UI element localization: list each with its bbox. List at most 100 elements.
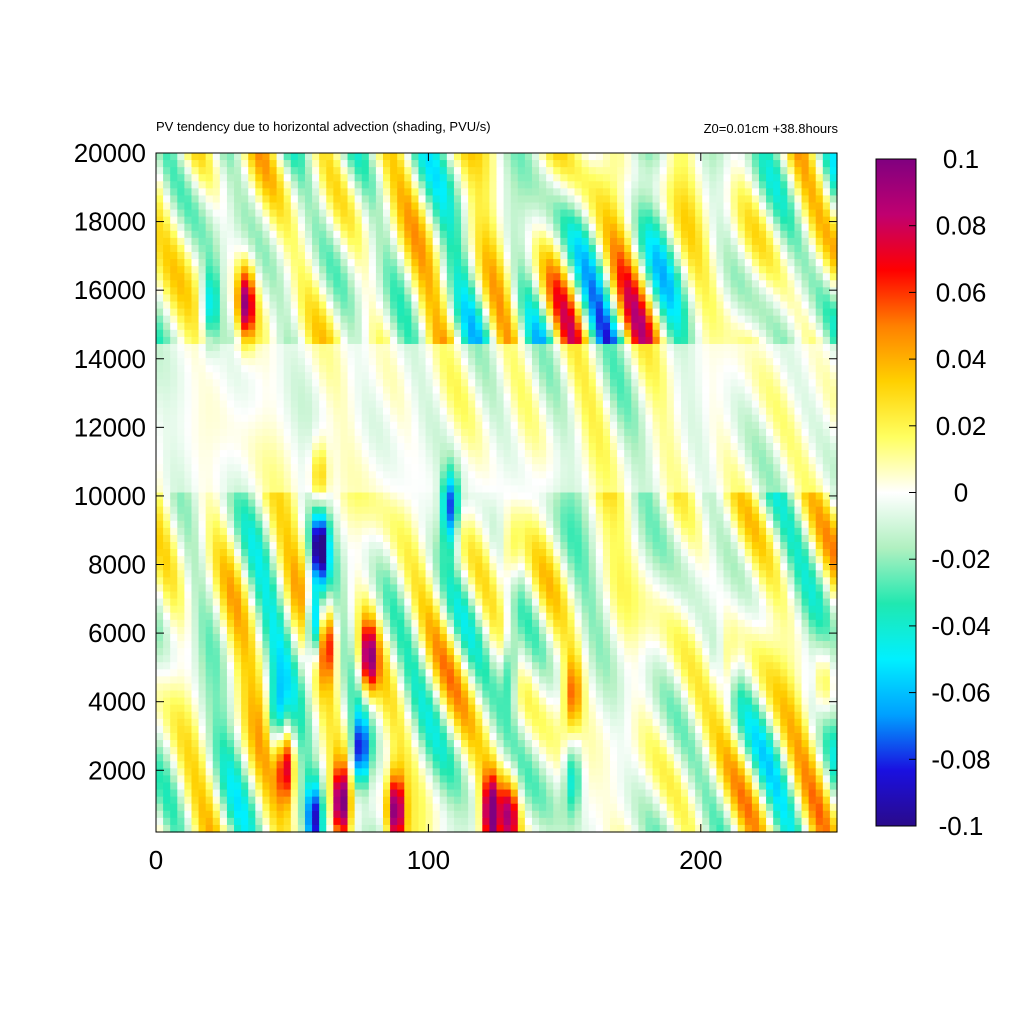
heatmap-cell [602, 167, 611, 175]
heatmap-cell [744, 259, 753, 267]
heatmap-cell [695, 160, 703, 168]
heatmap-cell [531, 287, 540, 296]
heatmap-cell [546, 223, 554, 232]
heatmap-cell [673, 435, 682, 444]
heatmap-cell [319, 407, 327, 416]
heatmap-cell [397, 457, 405, 465]
heatmap-cell [446, 379, 455, 387]
heatmap-cell [468, 195, 476, 204]
heatmap-cell [397, 294, 405, 303]
heatmap-cell [404, 386, 412, 395]
heatmap-cell [617, 153, 625, 161]
heatmap-cell [418, 421, 427, 430]
heatmap-cell [673, 485, 682, 494]
heatmap-cell [780, 322, 788, 331]
heatmap-cell [716, 202, 725, 211]
heatmap-cell [205, 379, 214, 387]
heatmap-cell [361, 181, 370, 189]
heatmap-cell [716, 315, 725, 324]
heatmap-cell [595, 471, 604, 479]
heatmap-cell [468, 273, 476, 281]
heatmap-cell [262, 294, 271, 303]
heatmap-cell [766, 273, 774, 281]
heatmap-cell [212, 336, 221, 345]
heatmap-cell [482, 315, 490, 324]
heatmap-cell [439, 506, 448, 515]
heatmap-cell [773, 223, 781, 232]
heatmap-cell [524, 442, 533, 451]
heatmap-cell [191, 294, 200, 303]
heatmap-cell [304, 280, 313, 288]
heatmap-cell [425, 322, 434, 331]
heatmap-cell [453, 513, 462, 522]
heatmap-cell [361, 216, 370, 225]
heatmap-cell [744, 308, 753, 317]
heatmap-cell [581, 393, 590, 402]
heatmap-cell [383, 195, 391, 204]
heatmap-cell [404, 259, 412, 267]
heatmap-cell [226, 435, 235, 444]
heatmap-plot-area [156, 153, 838, 833]
heatmap-cell [156, 386, 164, 395]
heatmap-cell [673, 492, 682, 501]
heatmap-cell [680, 195, 689, 204]
heatmap-cell [751, 202, 760, 211]
heatmap-cell [588, 174, 597, 182]
heatmap-cell [631, 160, 639, 168]
heatmap-cell [234, 230, 242, 239]
heatmap-cell [163, 188, 171, 197]
heatmap-cell [276, 386, 285, 395]
heatmap-cell [361, 202, 370, 211]
heatmap-cell [319, 428, 327, 437]
heatmap-cell [446, 259, 455, 267]
heatmap-cell [574, 329, 583, 338]
heatmap-cell [439, 457, 448, 465]
heatmap-cell [234, 188, 242, 197]
heatmap-cell [375, 174, 384, 182]
heatmap-cell [503, 414, 512, 423]
heatmap-cell [503, 435, 512, 444]
heatmap-cell [716, 499, 725, 508]
heatmap-cell [652, 365, 661, 373]
heatmap-cell [347, 209, 356, 218]
heatmap-cell [198, 365, 207, 373]
heatmap-cell [411, 202, 420, 211]
heatmap-cell [347, 351, 356, 359]
heatmap-cell [744, 244, 753, 253]
heatmap-cell [453, 485, 462, 494]
heatmap-cell [198, 209, 207, 218]
heatmap-cell [553, 174, 561, 182]
heatmap-cell [524, 414, 533, 423]
heatmap-cell [617, 358, 625, 366]
heatmap-cell [468, 386, 476, 395]
heatmap-cell [716, 336, 725, 345]
heatmap-cell [680, 485, 689, 494]
heatmap-cell [234, 315, 242, 324]
heatmap-cell [709, 421, 717, 430]
heatmap-cell [680, 322, 689, 331]
heatmap-cell [319, 442, 327, 451]
heatmap-cell [297, 181, 306, 189]
heatmap-cell [468, 160, 476, 168]
heatmap-cell [560, 386, 569, 395]
heatmap-cell [730, 188, 739, 197]
heatmap-cell [489, 414, 498, 423]
heatmap-cell [510, 343, 519, 352]
heatmap-cell [404, 343, 412, 352]
heatmap-cell [234, 471, 242, 479]
heatmap-cell [716, 322, 725, 331]
heatmap-cell [226, 244, 235, 253]
heatmap-cell [248, 209, 256, 218]
heatmap-cell [319, 237, 327, 246]
heatmap-cell [304, 435, 313, 444]
heatmap-cell [553, 358, 561, 366]
heatmap-cell [262, 442, 271, 451]
heatmap-cell [723, 499, 732, 508]
heatmap-cell [815, 237, 824, 246]
heatmap-cell [531, 513, 540, 522]
heatmap-cell [581, 167, 590, 175]
heatmap-cell [496, 266, 505, 274]
heatmap-cell [567, 202, 576, 211]
heatmap-cell [248, 485, 256, 494]
heatmap-cell [645, 407, 654, 416]
